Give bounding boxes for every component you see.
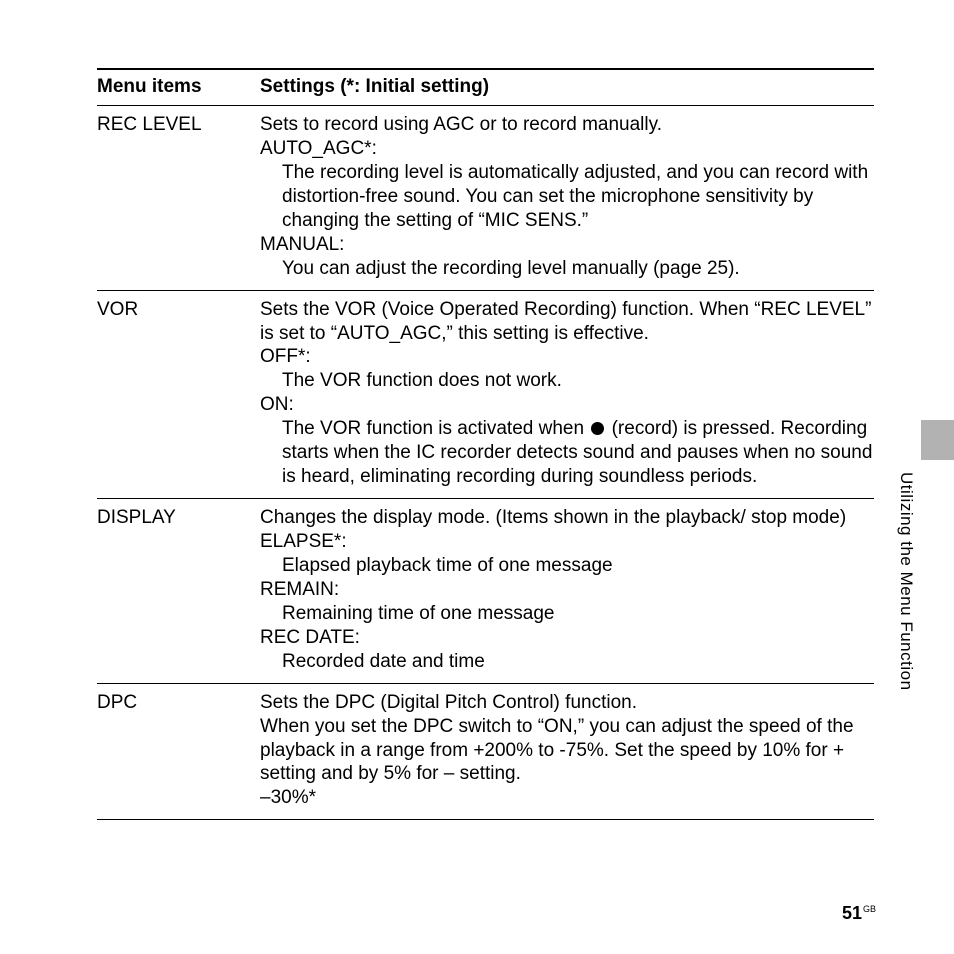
record-icon [591,422,604,435]
setting-line: Remaining time of one message [260,602,874,626]
setting-line: –30%* [260,786,874,810]
menu-item-name: DPC [97,683,260,820]
setting-line: The VOR function is activated when (reco… [260,417,874,489]
setting-line: Elapsed playback time of one message [260,554,874,578]
table-row: DPCSets the DPC (Digital Pitch Control) … [97,683,874,820]
section-tab-marker [921,420,954,460]
menu-item-name: VOR [97,290,260,499]
setting-line: The recording level is automatically adj… [260,161,874,233]
setting-line: Sets the VOR (Voice Operated Recording) … [260,298,874,346]
header-settings: Settings (*: Initial setting) [260,69,874,106]
setting-line: Sets to record using AGC or to record ma… [260,113,874,137]
setting-line: REMAIN: [260,578,874,602]
setting-text: The VOR function is activated when [282,418,589,439]
table-row: VORSets the VOR (Voice Operated Recordin… [97,290,874,499]
setting-line: You can adjust the recording level manua… [260,257,874,281]
section-side-label: Utilizing the Menu Function [896,472,916,691]
menu-item-settings: Sets the DPC (Digital Pitch Control) fun… [260,683,874,820]
setting-line: The VOR function does not work. [260,369,874,393]
document-page: Menu items Settings (*: Initial setting)… [0,0,954,954]
page-suffix: GB [863,904,876,914]
menu-item-name: REC LEVEL [97,106,260,291]
setting-line: REC DATE: [260,626,874,650]
page-footer: 51GB [842,903,876,924]
page-number: 51 [842,903,862,923]
setting-line: ELAPSE*: [260,530,874,554]
menu-item-name: DISPLAY [97,499,260,684]
table-header-row: Menu items Settings (*: Initial setting) [97,69,874,106]
setting-line: MANUAL: [260,233,874,257]
setting-line: Recorded date and time [260,650,874,674]
menu-item-settings: Sets to record using AGC or to record ma… [260,106,874,291]
setting-line: ON: [260,393,874,417]
setting-line: AUTO_AGC*: [260,137,874,161]
setting-line: When you set the DPC switch to “ON,” you… [260,715,874,787]
menu-item-settings: Sets the VOR (Voice Operated Recording) … [260,290,874,499]
menu-item-settings: Changes the display mode. (Items shown i… [260,499,874,684]
setting-line: Sets the DPC (Digital Pitch Control) fun… [260,691,874,715]
table-row: REC LEVELSets to record using AGC or to … [97,106,874,291]
header-menu-items: Menu items [97,69,260,106]
setting-line: OFF*: [260,345,874,369]
setting-line: Changes the display mode. (Items shown i… [260,506,874,530]
menu-settings-table: Menu items Settings (*: Initial setting)… [97,68,874,820]
table-row: DISPLAYChanges the display mode. (Items … [97,499,874,684]
